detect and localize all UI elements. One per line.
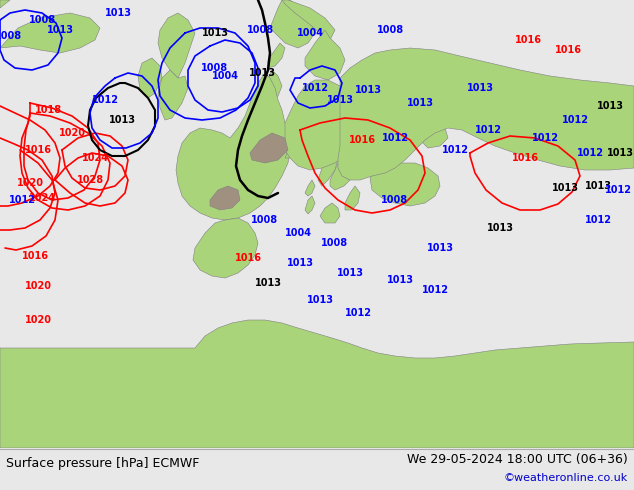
Text: 1012: 1012 (474, 125, 501, 135)
Polygon shape (138, 58, 162, 98)
Text: ©weatheronline.co.uk: ©weatheronline.co.uk (504, 473, 628, 483)
Polygon shape (285, 80, 362, 170)
Text: 1024: 1024 (29, 193, 56, 203)
Polygon shape (282, 0, 335, 40)
Text: 1012: 1012 (585, 215, 612, 225)
Polygon shape (0, 0, 10, 8)
Text: 1028: 1028 (77, 175, 103, 185)
Text: 1013: 1013 (406, 98, 434, 108)
Text: 1013: 1013 (287, 258, 313, 268)
Text: 1012: 1012 (441, 145, 469, 155)
Text: 1013: 1013 (607, 148, 633, 158)
Text: 1008: 1008 (252, 215, 278, 225)
Polygon shape (270, 0, 315, 48)
Text: 1012: 1012 (576, 148, 604, 158)
Text: 1013: 1013 (337, 268, 363, 278)
Text: 1004: 1004 (212, 71, 238, 81)
Text: We 29-05-2024 18:00 UTC (06+36): We 29-05-2024 18:00 UTC (06+36) (407, 453, 628, 466)
Text: 1008: 1008 (382, 195, 408, 205)
Polygon shape (285, 100, 318, 158)
Text: 1008: 1008 (247, 25, 273, 35)
Polygon shape (330, 140, 360, 190)
Text: 1024: 1024 (82, 153, 108, 163)
Text: 1013: 1013 (327, 95, 354, 105)
Text: 1004: 1004 (297, 28, 323, 38)
Text: 1016: 1016 (235, 253, 261, 263)
Text: 1012: 1012 (562, 115, 588, 125)
Text: 1008: 1008 (0, 31, 22, 41)
Text: 1013: 1013 (387, 275, 413, 285)
Text: 1008: 1008 (321, 238, 349, 248)
Text: 1012: 1012 (344, 308, 372, 318)
Polygon shape (318, 140, 338, 186)
Text: 1004: 1004 (285, 228, 311, 238)
Text: 1013: 1013 (354, 85, 382, 95)
Text: 1013: 1013 (254, 278, 281, 288)
Polygon shape (158, 13, 195, 78)
Polygon shape (210, 186, 240, 210)
Text: 1013: 1013 (202, 28, 228, 38)
Polygon shape (0, 320, 634, 448)
Text: 1012: 1012 (422, 285, 448, 295)
Text: 1016: 1016 (22, 251, 48, 261)
Text: 1013: 1013 (585, 181, 612, 191)
Polygon shape (250, 133, 288, 163)
Text: 1016: 1016 (515, 35, 541, 45)
Polygon shape (268, 43, 285, 68)
Polygon shape (262, 70, 282, 100)
Text: 1008: 1008 (29, 15, 56, 25)
Polygon shape (370, 163, 440, 206)
Text: Surface pressure [hPa] ECMWF: Surface pressure [hPa] ECMWF (6, 458, 199, 470)
Text: 1013: 1013 (486, 223, 514, 233)
Text: 1016: 1016 (555, 45, 581, 55)
Text: 1012: 1012 (91, 95, 119, 105)
Polygon shape (345, 186, 360, 210)
Text: 1008: 1008 (202, 63, 229, 73)
Text: 1013: 1013 (46, 25, 74, 35)
Text: 1013: 1013 (249, 68, 276, 78)
Text: 1013: 1013 (552, 183, 578, 193)
Polygon shape (305, 196, 315, 214)
Text: 1013: 1013 (597, 101, 623, 111)
Text: 1016: 1016 (25, 145, 51, 155)
Text: 1018: 1018 (34, 105, 61, 115)
Text: 1008: 1008 (377, 25, 404, 35)
Polygon shape (158, 70, 188, 120)
Text: 1020: 1020 (25, 315, 51, 325)
Polygon shape (305, 180, 315, 196)
Text: 1013: 1013 (306, 295, 333, 305)
Polygon shape (338, 48, 634, 180)
Text: 1012: 1012 (302, 83, 328, 93)
Polygon shape (193, 218, 258, 278)
Text: 1012: 1012 (531, 133, 559, 143)
Text: 1016: 1016 (349, 135, 375, 145)
Text: 1012: 1012 (382, 133, 408, 143)
Text: 1013: 1013 (427, 243, 453, 253)
Text: 1013: 1013 (467, 83, 493, 93)
Text: 1020: 1020 (25, 281, 51, 291)
Polygon shape (320, 203, 340, 223)
Polygon shape (305, 30, 345, 80)
Text: 1016: 1016 (512, 153, 538, 163)
Polygon shape (0, 13, 100, 53)
Text: 1013: 1013 (105, 8, 131, 18)
Text: 1020: 1020 (58, 128, 86, 138)
Text: 1020: 1020 (16, 178, 44, 188)
Text: 1012: 1012 (604, 185, 631, 195)
Text: 1012: 1012 (8, 195, 36, 205)
Polygon shape (420, 123, 448, 148)
Polygon shape (176, 73, 290, 220)
Text: 1013: 1013 (108, 115, 136, 125)
